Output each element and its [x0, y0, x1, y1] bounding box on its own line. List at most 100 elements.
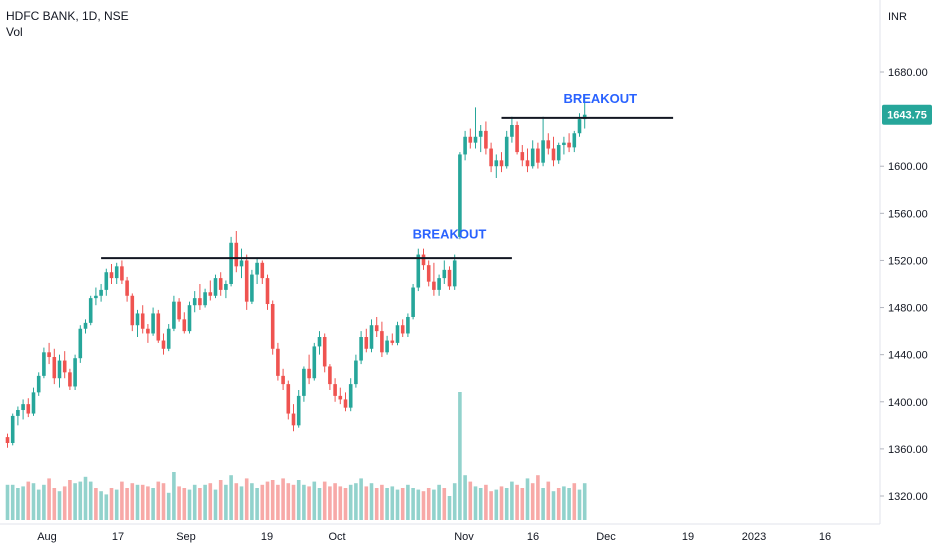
- candle-body: [73, 358, 77, 387]
- candle-body: [270, 304, 275, 349]
- candle-body: [156, 313, 161, 341]
- candle-body: [260, 262, 265, 279]
- candle-body: [452, 260, 457, 287]
- candle-body: [312, 346, 317, 379]
- candle: [291, 404, 296, 432]
- volume-bar: [21, 486, 25, 520]
- price-axis[interactable]: 1320.00 1360.00 1400.00 1440.00 1480.00 1520.…: [880, 67, 928, 503]
- candle: [354, 354, 358, 388]
- candle: [187, 301, 192, 334]
- candle-body: [447, 269, 452, 287]
- time-axis[interactable]: Aug 17 Sep 19 Oct Nov 16 Dec 19 2023 16: [37, 531, 831, 543]
- resistance-lines: [101, 116, 674, 260]
- candle: [260, 260, 265, 284]
- candle: [182, 312, 187, 334]
- candle: [374, 316, 379, 337]
- candle: [78, 325, 83, 363]
- volume-bar: [182, 488, 187, 520]
- breakout-annotation[interactable]: BREAKOUT: [563, 91, 637, 106]
- candle: [270, 300, 275, 355]
- candle: [250, 269, 254, 305]
- candle-body: [94, 295, 98, 299]
- breakout-annotation[interactable]: BREAKOUT: [413, 227, 487, 242]
- volume-bar: [146, 486, 150, 520]
- candle: [556, 142, 561, 164]
- candle-body: [224, 284, 228, 290]
- volume-bar: [229, 475, 233, 520]
- volume-bar: [213, 489, 218, 520]
- candle: [369, 319, 374, 353]
- volume-bar: [572, 483, 577, 520]
- candle-body: [276, 348, 280, 376]
- volume-bar: [104, 494, 109, 520]
- candle: [442, 260, 447, 284]
- symbol-title[interactable]: HDFC BANK, 1D, NSE: [6, 9, 129, 23]
- candle: [312, 342, 317, 381]
- volume-bar: [208, 483, 213, 520]
- volume-bar: [130, 483, 135, 520]
- candle-body: [68, 372, 72, 387]
- volume-bar: [234, 483, 239, 520]
- candle: [286, 380, 291, 420]
- volume-bar: [452, 483, 457, 520]
- candle: [239, 248, 244, 279]
- volume-bar: [156, 481, 161, 520]
- candle: [21, 399, 25, 420]
- candle-body: [468, 136, 473, 143]
- candle: [234, 231, 239, 273]
- candle: [510, 116, 514, 143]
- x-tick-label: 16: [527, 531, 539, 543]
- candle-body: [146, 328, 150, 334]
- candle-body: [536, 148, 540, 163]
- candle-body: [333, 384, 337, 396]
- candle-body: [395, 325, 400, 343]
- volume-bar: [109, 488, 114, 520]
- candle: [577, 113, 582, 137]
- volume-bar: [224, 484, 228, 520]
- candle-body: [244, 260, 249, 302]
- volume-bar: [395, 489, 400, 520]
- volume-bar: [286, 483, 291, 520]
- volume-bar: [125, 488, 129, 520]
- candle: [359, 331, 363, 365]
- candle-body: [338, 395, 343, 400]
- candle: [343, 392, 348, 412]
- candle: [244, 254, 249, 310]
- volume-bar: [546, 481, 551, 520]
- volume-bar: [10, 484, 15, 520]
- candle: [151, 307, 155, 336]
- last-price-value: 1643.75: [887, 110, 927, 122]
- candle-body: [88, 298, 93, 323]
- volume-bar: [255, 488, 259, 520]
- candle: [582, 95, 587, 129]
- volume-bar: [463, 475, 467, 520]
- candle-body: [16, 410, 20, 416]
- volume-bar: [369, 483, 374, 520]
- volume-legend[interactable]: Vol: [6, 25, 23, 39]
- candle: [317, 331, 322, 355]
- candle-body: [135, 313, 140, 326]
- candle-body: [177, 301, 181, 320]
- candle-body: [546, 140, 551, 149]
- volume-bar: [26, 481, 31, 520]
- volume-bar: [536, 475, 540, 520]
- x-tick-label: 17: [112, 531, 124, 543]
- candle-body: [182, 319, 187, 332]
- candle: [452, 254, 457, 290]
- candle: [213, 274, 218, 299]
- candle: [218, 272, 223, 296]
- candle: [16, 406, 20, 426]
- candle-body: [473, 136, 478, 143]
- candle: [52, 348, 57, 385]
- candle-body: [489, 148, 493, 167]
- candle-body: [484, 130, 488, 149]
- volume-bar: [47, 478, 51, 520]
- volume-bar: [203, 484, 207, 520]
- volume-bar: [385, 488, 389, 520]
- volume-bar: [551, 491, 556, 520]
- x-tick-label: 19: [682, 531, 694, 543]
- volume-bar: [42, 484, 46, 520]
- candle-body: [359, 337, 363, 361]
- candle-body: [577, 119, 582, 134]
